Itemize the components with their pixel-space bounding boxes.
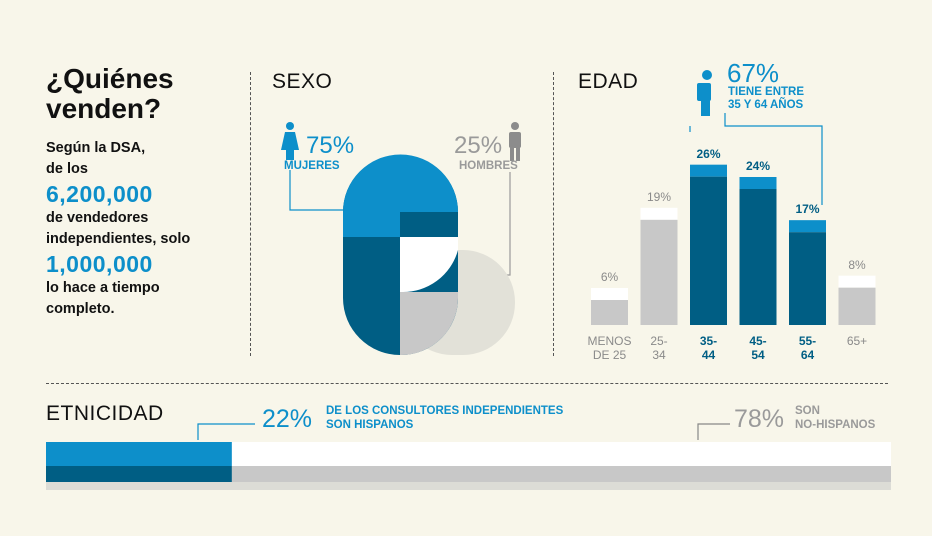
- age-bar-0: [591, 300, 628, 325]
- age-tick-label: 65+: [832, 334, 882, 348]
- nonhisp-pct: 78%: [734, 405, 785, 433]
- intro-fulltime: 1,000,000: [46, 251, 153, 277]
- bar-shadow: [46, 482, 891, 490]
- age-tick-line: 34: [652, 348, 666, 362]
- nonhisp-line1: SON: [795, 405, 820, 417]
- age-tick-line: 55-: [798, 334, 817, 348]
- callout-graphic: [689, 70, 823, 205]
- age-tick-line: 54: [751, 348, 765, 362]
- intro-total: 6,200,000: [46, 181, 153, 207]
- intro-line-6: completo.: [46, 301, 115, 317]
- edad-heading: EDAD: [578, 70, 639, 93]
- sexo-chart: [281, 122, 521, 356]
- divider-horizontal: [46, 383, 888, 384]
- age-value-label: 17%: [795, 202, 820, 217]
- sexo-heading: SEXO: [272, 70, 333, 93]
- age-bar-3: [739, 189, 777, 325]
- age-bar-cap-4: [789, 220, 826, 233]
- callout-bracket-line: [724, 113, 823, 205]
- age-value-label: 24%: [745, 159, 771, 173]
- age-value-label: 6%: [600, 270, 619, 284]
- callout-line1: TIENE ENTRE: [728, 86, 805, 98]
- age-tick-line: DE 25: [592, 348, 627, 362]
- women-pct: 75%: [306, 132, 355, 159]
- age-tick-line: 44: [701, 348, 716, 362]
- callout-pct: 67%: [727, 58, 780, 88]
- women-mid-shape: [400, 212, 458, 237]
- callout-line2: 35 Y 64 AÑOS: [728, 99, 804, 111]
- intro-line-4: independientes, solo: [46, 231, 191, 247]
- page-title: ¿Quiénes venden?: [46, 64, 174, 124]
- men-connector: [495, 172, 511, 276]
- hisp-line2: SON HISPANOS: [326, 419, 414, 431]
- age-value-label: 8%: [848, 257, 866, 272]
- edad-bar-chart: [591, 164, 876, 325]
- age-value-label: 19%: [646, 189, 672, 204]
- age-value-label: 26%: [696, 146, 721, 161]
- nonhisp-bar-bottom: [231, 466, 891, 482]
- age-tick-line: MENOS: [587, 334, 632, 348]
- nonhisp-connector: [697, 423, 730, 440]
- etnicidad-heading: ETNICIDAD: [46, 402, 164, 425]
- men-slice-white: [400, 237, 458, 293]
- divider-left: [250, 72, 251, 356]
- age-tick-label: 35- 44: [684, 334, 734, 362]
- women-top-shape: [343, 154, 458, 237]
- nonhisp-line2: NO-HISPANOS: [795, 419, 876, 431]
- etnicidad-bar: [46, 442, 891, 490]
- intro-line-2: de los: [46, 161, 88, 177]
- intro-text: Según la DSA, de los 6,200,000 de vended…: [46, 138, 246, 320]
- men-label: HOMBRES: [459, 160, 518, 172]
- age-tick-label: 55- 64: [783, 334, 833, 362]
- age-tick-label: 45- 54: [733, 334, 783, 362]
- age-bar-cap-1: [640, 207, 678, 220]
- age-tick-line: 64: [800, 348, 815, 362]
- title-line-2: venden?: [46, 93, 162, 124]
- age-bar-5: [838, 287, 876, 325]
- age-bar-cap-3: [739, 177, 777, 189]
- person-with-box-icon: [697, 70, 712, 116]
- age-tick-line: 45-: [749, 334, 767, 348]
- age-bar-2: [690, 176, 727, 325]
- hisp-bar-top: [46, 442, 232, 466]
- men-pct: 25%: [454, 132, 503, 159]
- woman-icon: [281, 122, 299, 160]
- intro-line-1: Según la DSA,: [46, 140, 146, 156]
- man-icon: [509, 122, 521, 161]
- age-tick-label: MENOS DE 25: [585, 334, 635, 362]
- age-bar-cap-2: [690, 164, 727, 177]
- age-bar-4: [789, 232, 826, 325]
- age-tick-line: 25-: [650, 334, 668, 348]
- intro-line-3: de vendedores: [46, 210, 149, 226]
- hisp-connector: [197, 423, 255, 440]
- men-slice-gray: [400, 292, 458, 356]
- women-connector: [289, 170, 345, 211]
- nonhisp-bar-top: [231, 442, 891, 466]
- divider-right: [553, 72, 554, 356]
- age-bar-1: [640, 219, 678, 325]
- hisp-line1: DE LOS CONSULTORES INDEPENDIENTES: [326, 405, 564, 417]
- title-line-1: ¿Quiénes: [46, 63, 174, 94]
- hisp-pct: 22%: [262, 405, 313, 433]
- women-label: MUJERES: [284, 160, 340, 172]
- age-bar-cap-5: [838, 275, 876, 288]
- intro-line-5: lo hace a tiempo: [46, 280, 160, 296]
- etnicidad-connectors: [197, 423, 730, 440]
- age-tick-line: 65+: [846, 334, 868, 348]
- age-bar-cap-0: [591, 288, 628, 300]
- hisp-bar-bottom: [46, 466, 232, 482]
- age-tick-line: 35-: [699, 334, 718, 348]
- age-tick-label: 25- 34: [634, 334, 684, 362]
